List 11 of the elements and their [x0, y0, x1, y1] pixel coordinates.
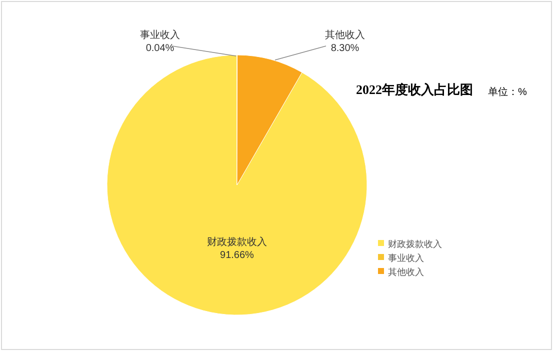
text: 单位：% — [488, 86, 527, 98]
legend-label: 财政拨款收入 — [388, 239, 442, 249]
legend-label: 事业收入 — [388, 253, 424, 263]
text: 2022年度收入占比图 — [356, 82, 473, 97]
data-label: 8.30% — [330, 43, 360, 54]
legend-label: 其他收入 — [388, 267, 424, 277]
slice-label: 财政拨款收入 — [207, 236, 267, 248]
data-label: 91.66% — [220, 250, 254, 261]
data-label: 0.04% — [146, 43, 174, 54]
slice-label: 其他收入 — [325, 29, 365, 41]
slice-label: 事业收入 — [140, 29, 180, 41]
